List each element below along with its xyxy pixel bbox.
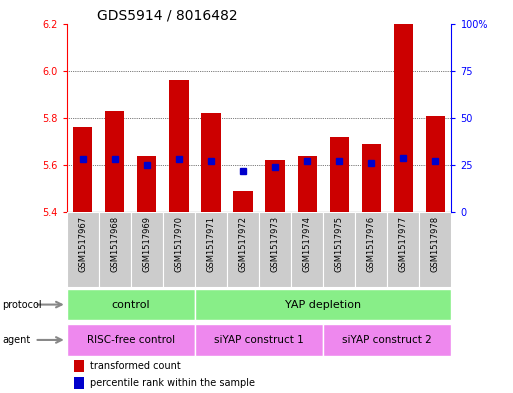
Text: RISC-free control: RISC-free control xyxy=(87,335,175,345)
Text: GSM1517967: GSM1517967 xyxy=(78,216,87,272)
Bar xyxy=(67,324,195,356)
Text: GSM1517978: GSM1517978 xyxy=(431,216,440,272)
Bar xyxy=(105,111,124,212)
Bar xyxy=(393,24,413,212)
Bar xyxy=(323,324,451,356)
Bar xyxy=(201,113,221,212)
Text: transformed count: transformed count xyxy=(90,362,181,371)
Bar xyxy=(74,377,84,389)
Bar xyxy=(73,127,92,212)
Bar xyxy=(259,212,291,287)
Text: GSM1517970: GSM1517970 xyxy=(174,216,184,272)
Bar xyxy=(233,191,252,212)
Text: GSM1517972: GSM1517972 xyxy=(239,216,248,272)
Text: GSM1517969: GSM1517969 xyxy=(142,216,151,272)
Text: YAP depletion: YAP depletion xyxy=(285,299,361,310)
Bar xyxy=(195,212,227,287)
Text: GSM1517977: GSM1517977 xyxy=(399,216,408,272)
Bar xyxy=(323,212,355,287)
Bar xyxy=(355,212,387,287)
Bar xyxy=(67,288,195,321)
Bar xyxy=(265,160,285,212)
Bar xyxy=(420,212,451,287)
Bar xyxy=(163,212,195,287)
Text: GSM1517975: GSM1517975 xyxy=(334,216,344,272)
Bar xyxy=(74,360,84,373)
Text: protocol: protocol xyxy=(3,299,42,310)
Bar xyxy=(67,212,98,287)
Text: GSM1517971: GSM1517971 xyxy=(206,216,215,272)
Text: percentile rank within the sample: percentile rank within the sample xyxy=(90,378,255,388)
Bar xyxy=(137,156,156,212)
Bar xyxy=(195,324,323,356)
Bar xyxy=(329,137,349,212)
Bar xyxy=(169,80,189,212)
Bar xyxy=(98,212,131,287)
Bar xyxy=(195,288,451,321)
Text: agent: agent xyxy=(3,335,31,345)
Text: siYAP construct 2: siYAP construct 2 xyxy=(343,335,432,345)
Bar xyxy=(291,212,323,287)
Text: GSM1517968: GSM1517968 xyxy=(110,216,120,272)
Text: siYAP construct 1: siYAP construct 1 xyxy=(214,335,304,345)
Bar xyxy=(131,212,163,287)
Text: control: control xyxy=(111,299,150,310)
Bar xyxy=(426,116,445,212)
Bar xyxy=(227,212,259,287)
Text: GDS5914 / 8016482: GDS5914 / 8016482 xyxy=(97,8,238,22)
Text: GSM1517976: GSM1517976 xyxy=(367,216,376,272)
Text: GSM1517973: GSM1517973 xyxy=(270,216,280,272)
Bar xyxy=(362,144,381,212)
Bar xyxy=(387,212,420,287)
Text: GSM1517974: GSM1517974 xyxy=(303,216,312,272)
Bar xyxy=(298,156,317,212)
